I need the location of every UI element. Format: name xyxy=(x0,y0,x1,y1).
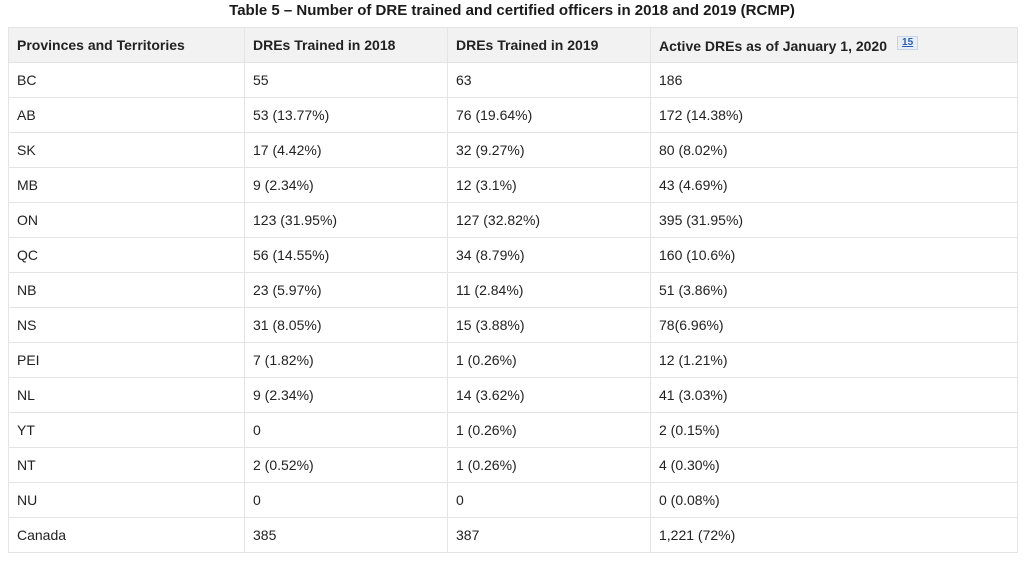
active-2020-cell: 12 (1.21%) xyxy=(650,342,1018,378)
table-row: BC 55 63 186 xyxy=(8,62,1018,98)
table-row: NB 23 (5.97%) 11 (2.84%) 51 (3.86%) xyxy=(8,272,1018,308)
footnote-link[interactable]: 15 xyxy=(897,36,919,50)
trained-2018-cell: 123 (31.95%) xyxy=(244,202,448,238)
province-cell: QC xyxy=(8,237,245,273)
table-row: NL 9 (2.34%) 14 (3.62%) 41 (3.03%) xyxy=(8,377,1018,413)
dre-officers-table: Provinces and Territories DREs Trained i… xyxy=(8,27,1018,553)
table-body: BC 55 63 186 AB 53 (13.77%) 76 (19.64%) 172 (14… xyxy=(8,62,1018,553)
active-2020-cell: 186 xyxy=(650,62,1018,98)
trained-2019-cell: 15 (3.88%) xyxy=(447,307,651,343)
table-row: YT 0 1 (0.26%) 2 (0.15%) xyxy=(8,412,1018,448)
province-cell: BC xyxy=(8,62,245,98)
trained-2018-cell: 9 (2.34%) xyxy=(244,377,448,413)
province-cell: AB xyxy=(8,97,245,133)
table-caption: Table 5 – Number of DRE trained and cert… xyxy=(229,2,795,19)
table-row: SK 17 (4.42%) 32 (9.27%) 80 (8.02%) xyxy=(8,132,1018,168)
trained-2018-cell: 23 (5.97%) xyxy=(244,272,448,308)
active-2020-cell: 1,221 (72%) xyxy=(650,517,1018,553)
header-active-dres-2020: Active DREs as of January 1, 2020 15 xyxy=(650,27,1018,63)
trained-2019-cell: 127 (32.82%) xyxy=(447,202,651,238)
province-cell: ON xyxy=(8,202,245,238)
active-2020-cell: 4 (0.30%) xyxy=(650,447,1018,483)
header-dres-trained-2018: DREs Trained in 2018 xyxy=(244,27,448,63)
trained-2018-cell: 7 (1.82%) xyxy=(244,342,448,378)
active-2020-cell: 395 (31.95%) xyxy=(650,202,1018,238)
trained-2018-cell: 0 xyxy=(244,482,448,518)
table-row: NU 0 0 0 (0.08%) xyxy=(8,482,1018,518)
trained-2019-cell: 34 (8.79%) xyxy=(447,237,651,273)
trained-2018-cell: 31 (8.05%) xyxy=(244,307,448,343)
province-cell: NB xyxy=(8,272,245,308)
active-2020-cell: 51 (3.86%) xyxy=(650,272,1018,308)
header-dres-trained-2019: DREs Trained in 2019 xyxy=(447,27,651,63)
trained-2019-cell: 12 (3.1%) xyxy=(447,167,651,203)
header-provinces-territories: Provinces and Territories xyxy=(8,27,245,63)
trained-2019-cell: 1 (0.26%) xyxy=(447,447,651,483)
trained-2018-cell: 385 xyxy=(244,517,448,553)
trained-2019-cell: 1 (0.26%) xyxy=(447,412,651,448)
active-2020-cell: 41 (3.03%) xyxy=(650,377,1018,413)
trained-2018-cell: 0 xyxy=(244,412,448,448)
trained-2018-cell: 2 (0.52%) xyxy=(244,447,448,483)
table-row: ON 123 (31.95%) 127 (32.82%) 395 (31.95%) xyxy=(8,202,1018,238)
province-cell: NS xyxy=(8,307,245,343)
trained-2018-cell: 17 (4.42%) xyxy=(244,132,448,168)
header-active-dres-2020-label: Active DREs as of January 1, 2020 xyxy=(659,38,888,54)
province-cell: NL xyxy=(8,377,245,413)
trained-2019-cell: 387 xyxy=(447,517,651,553)
trained-2019-cell: 76 (19.64%) xyxy=(447,97,651,133)
trained-2018-cell: 9 (2.34%) xyxy=(244,167,448,203)
trained-2019-cell: 63 xyxy=(447,62,651,98)
table-row: PEI 7 (1.82%) 1 (0.26%) 12 (1.21%) xyxy=(8,342,1018,378)
trained-2018-cell: 53 (13.77%) xyxy=(244,97,448,133)
table-row: AB 53 (13.77%) 76 (19.64%) 172 (14.38%) xyxy=(8,97,1018,133)
table-row: NS 31 (8.05%) 15 (3.88%) 78(6.96%) xyxy=(8,307,1018,343)
province-cell: PEI xyxy=(8,342,245,378)
trained-2019-cell: 32 (9.27%) xyxy=(447,132,651,168)
province-cell: YT xyxy=(8,412,245,448)
province-cell: NT xyxy=(8,447,245,483)
province-cell: Canada xyxy=(8,517,245,553)
province-cell: SK xyxy=(8,132,245,168)
trained-2019-cell: 11 (2.84%) xyxy=(447,272,651,308)
trained-2018-cell: 56 (14.55%) xyxy=(244,237,448,273)
active-2020-cell: 2 (0.15%) xyxy=(650,412,1018,448)
trained-2019-cell: 1 (0.26%) xyxy=(447,342,651,378)
table-row: MB 9 (2.34%) 12 (3.1%) 43 (4.69%) xyxy=(8,167,1018,203)
active-2020-cell: 160 (10.6%) xyxy=(650,237,1018,273)
trained-2018-cell: 55 xyxy=(244,62,448,98)
trained-2019-cell: 0 xyxy=(447,482,651,518)
table-row: NT 2 (0.52%) 1 (0.26%) 4 (0.30%) xyxy=(8,447,1018,483)
active-2020-cell: 43 (4.69%) xyxy=(650,167,1018,203)
province-cell: MB xyxy=(8,167,245,203)
trained-2019-cell: 14 (3.62%) xyxy=(447,377,651,413)
province-cell: NU xyxy=(8,482,245,518)
active-2020-cell: 172 (14.38%) xyxy=(650,97,1018,133)
table-header-row: Provinces and Territories DREs Trained i… xyxy=(8,27,1018,63)
active-2020-cell: 80 (8.02%) xyxy=(650,132,1018,168)
active-2020-cell: 78(6.96%) xyxy=(650,307,1018,343)
table-row: QC 56 (14.55%) 34 (8.79%) 160 (10.6%) xyxy=(8,237,1018,273)
active-2020-cell: 0 (0.08%) xyxy=(650,482,1018,518)
table-row: Canada 385 387 1,221 (72%) xyxy=(8,517,1018,553)
